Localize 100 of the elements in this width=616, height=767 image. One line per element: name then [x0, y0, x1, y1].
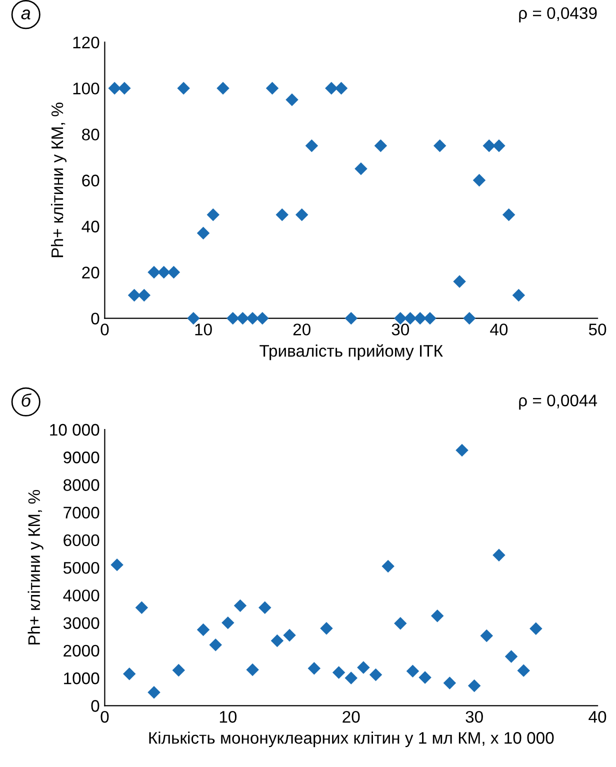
text: ρ = 0,0439 — [519, 7, 597, 22]
point — [480, 629, 494, 642]
y-tick-label: 5000 — [63, 562, 100, 574]
x-tick-label: 20 — [342, 710, 360, 723]
x-tick-label: 40 — [588, 710, 606, 723]
x-tick-label: 10 — [220, 710, 237, 723]
point — [472, 174, 486, 187]
point — [283, 628, 296, 642]
point — [286, 93, 298, 106]
point — [305, 139, 318, 152]
point — [187, 312, 200, 325]
point — [374, 139, 388, 152]
y-axis-title: Ph+ клітини у КМ, % — [28, 490, 44, 644]
y-tick-label: 0 — [91, 312, 100, 325]
point — [424, 312, 436, 325]
point — [334, 82, 348, 95]
y-tick-label: 20 — [82, 266, 100, 278]
point — [246, 663, 259, 676]
x-tick-label: 30 — [392, 324, 410, 336]
point — [258, 601, 272, 614]
point — [443, 676, 456, 690]
point — [325, 82, 338, 95]
point — [463, 312, 476, 325]
y-tick-label: 80 — [82, 128, 100, 140]
point — [344, 312, 358, 325]
point — [270, 634, 284, 648]
point — [110, 558, 124, 572]
point — [167, 266, 180, 279]
point — [276, 208, 288, 222]
y-tick-label: 100 — [73, 82, 100, 94]
x-axis-title: Тривалість прийому ІТК — [260, 344, 443, 360]
point — [502, 208, 516, 222]
y-tick-label: 120 — [73, 36, 100, 48]
point — [320, 622, 333, 635]
y-tick-label: 0 — [91, 700, 100, 712]
point — [456, 444, 468, 457]
point — [382, 560, 394, 573]
y-tick-label: 1000 — [64, 672, 100, 684]
point — [128, 288, 141, 302]
point — [433, 139, 446, 152]
point — [118, 82, 131, 95]
point — [404, 312, 417, 325]
x-tick-label: 0 — [100, 710, 109, 723]
point — [354, 162, 368, 176]
x-tick-label: 40 — [490, 324, 508, 336]
x-tick-label: 0 — [100, 324, 109, 336]
point — [206, 208, 220, 222]
point — [295, 208, 308, 222]
point — [504, 650, 518, 663]
point — [492, 548, 506, 562]
point — [369, 668, 382, 682]
point — [418, 671, 432, 684]
point — [332, 666, 346, 679]
y-tick-label: 6000 — [64, 534, 100, 546]
point — [216, 82, 230, 95]
x-tick-label: 10 — [195, 324, 212, 336]
text: ρ = 0,0044 — [519, 394, 598, 410]
point — [196, 623, 210, 636]
point — [512, 288, 526, 302]
point — [344, 672, 358, 684]
point — [177, 82, 190, 95]
y-tick-label: 8000 — [64, 479, 100, 491]
point — [108, 82, 121, 95]
point — [394, 616, 407, 630]
y-tick-label: 40 — [82, 220, 100, 232]
point — [308, 662, 321, 675]
y-tick-label: 10 000 — [50, 424, 100, 436]
point — [135, 601, 148, 614]
point — [209, 638, 222, 652]
text: а — [21, 10, 30, 20]
point — [482, 139, 496, 152]
point — [256, 312, 269, 325]
point — [234, 599, 247, 612]
point — [430, 610, 444, 622]
point — [226, 312, 240, 325]
point — [172, 664, 186, 677]
point — [530, 622, 542, 635]
y-tick-label: 7000 — [64, 506, 100, 519]
point — [222, 616, 234, 630]
point — [138, 288, 151, 302]
point — [517, 664, 530, 677]
x-axis-title: Кількість мононуклеарних клітин у 1 мл КМ, х 10 000 — [149, 732, 554, 748]
point — [492, 139, 506, 152]
y-axis-title: Ph+ клітини у КМ, % — [50, 102, 66, 258]
point — [453, 275, 466, 288]
y-tick-label: 2000 — [64, 644, 100, 657]
point — [357, 661, 370, 674]
point — [148, 686, 160, 699]
point — [148, 266, 160, 279]
point — [236, 312, 250, 325]
y-tick-label: 3000 — [63, 617, 100, 630]
point — [266, 82, 279, 95]
x-tick-label: 30 — [466, 710, 483, 723]
point — [406, 664, 420, 678]
point — [468, 679, 481, 692]
x-tick-label: 50 — [588, 324, 606, 336]
point — [246, 312, 259, 325]
y-tick-label: 4000 — [63, 590, 100, 602]
point — [414, 312, 426, 325]
point — [157, 266, 170, 279]
